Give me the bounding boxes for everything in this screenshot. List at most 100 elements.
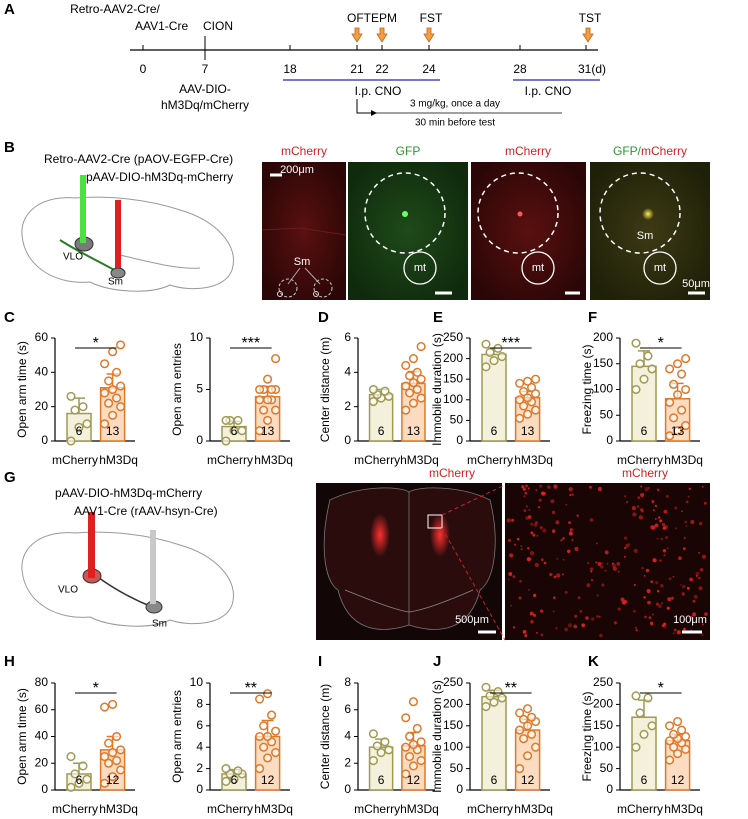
scale-label: 50μm (682, 278, 710, 290)
data-point (255, 694, 265, 704)
y-tick-label: 200 (593, 330, 613, 344)
x-tick-label: hM3Dq (664, 453, 703, 467)
data-point (116, 340, 126, 350)
data-point (112, 393, 122, 403)
data-point (259, 721, 269, 731)
test-arrow (376, 27, 388, 43)
data-point (408, 398, 418, 408)
data-point (673, 426, 683, 436)
data-point (66, 752, 76, 762)
panel-label: D (318, 309, 329, 326)
data-point (263, 395, 273, 405)
dose-label: 3 mg/kg, once a day (410, 99, 500, 110)
mt-label: mt (654, 262, 666, 274)
scale-label: 200μm (280, 164, 314, 176)
test-label: TST (579, 11, 602, 25)
x-tick-label: mCherry (617, 802, 663, 816)
region-label: VLO (63, 252, 83, 263)
x-tick-label: hM3Dq (514, 802, 553, 816)
data-point (485, 347, 495, 357)
data-point (412, 723, 422, 734)
panel-label: F (588, 309, 597, 326)
x-tick-label: hM3Dq (254, 802, 293, 816)
y-tick-label: 100 (443, 392, 463, 406)
y-tick-label: 4 (344, 729, 351, 743)
n-label: 13 (671, 424, 685, 438)
cion-label: CION (203, 19, 233, 33)
data-point (108, 772, 118, 782)
day-label: 18 (283, 62, 297, 76)
data-point (104, 398, 114, 408)
data-point (531, 742, 541, 752)
data-point (100, 702, 110, 712)
region-label: Sm (108, 277, 123, 288)
y-tick-label: 100 (443, 739, 463, 753)
scale-label: 100μm (673, 614, 707, 626)
data-point (497, 351, 507, 362)
data-point (631, 742, 641, 752)
x-tick-label: mCherry (467, 453, 513, 467)
data-point (635, 359, 645, 369)
data-point (108, 347, 118, 357)
y-tick-label: 0 (41, 433, 48, 447)
data-point (408, 354, 418, 364)
data-point (112, 731, 122, 742)
data-point (271, 726, 281, 736)
data-point (519, 401, 529, 411)
data-point (416, 737, 426, 747)
data-point (384, 745, 394, 755)
y-tick-label: 0 (41, 782, 48, 796)
y-tick-label: 10 (190, 330, 204, 344)
data-point (665, 755, 675, 765)
y-tick-label: 250 (593, 675, 613, 689)
data-point (255, 395, 265, 405)
data-point (368, 729, 378, 739)
data-point (665, 364, 675, 374)
data-point (681, 384, 691, 395)
day-label: 28 (513, 62, 527, 76)
y-tick-label: 40 (35, 365, 49, 379)
n-label: 6 (491, 424, 498, 438)
y-tick-label: 250 (443, 330, 463, 344)
y-tick-label: 0 (456, 782, 463, 796)
data-point (515, 413, 525, 423)
data-point (408, 739, 418, 750)
data-point (267, 384, 277, 395)
n-label: 6 (76, 773, 83, 787)
data-point (481, 362, 491, 372)
micrographs-g (316, 483, 710, 641)
n-label: 12 (106, 773, 120, 787)
y-tick-label: 0 (606, 782, 613, 796)
data-point (405, 388, 415, 398)
y-tick-label: 6 (196, 718, 203, 732)
data-point (531, 405, 541, 415)
data-point (104, 376, 114, 386)
virus-label: hM3Dq/mCherry (161, 98, 249, 112)
data-point (523, 376, 533, 386)
data-point (481, 339, 491, 349)
y-tick-label: 10 (190, 675, 204, 689)
n-label: 12 (261, 773, 275, 787)
data-point (408, 378, 418, 388)
x-tick-label: mCherry (52, 453, 98, 467)
n-label: 6 (641, 424, 648, 438)
virus-label: Retro-AAV2-Cre/ (70, 2, 160, 16)
data-point (527, 382, 537, 392)
data-point (635, 708, 645, 718)
data-point (255, 426, 265, 436)
data-point (401, 769, 411, 779)
data-point (681, 354, 691, 364)
data-point (100, 778, 110, 788)
data-point (631, 338, 641, 348)
data-point (673, 749, 683, 759)
y-axis-label: Freezing time (s) (580, 691, 594, 781)
data-point (519, 387, 529, 397)
data-point (515, 395, 525, 405)
x-tick-label: hM3Dq (514, 453, 553, 467)
n-label: 6 (641, 773, 648, 787)
data-point (405, 752, 415, 762)
data-point (267, 710, 277, 720)
data-point (263, 731, 273, 742)
data-point (221, 776, 231, 786)
n-label: 6 (378, 773, 385, 787)
